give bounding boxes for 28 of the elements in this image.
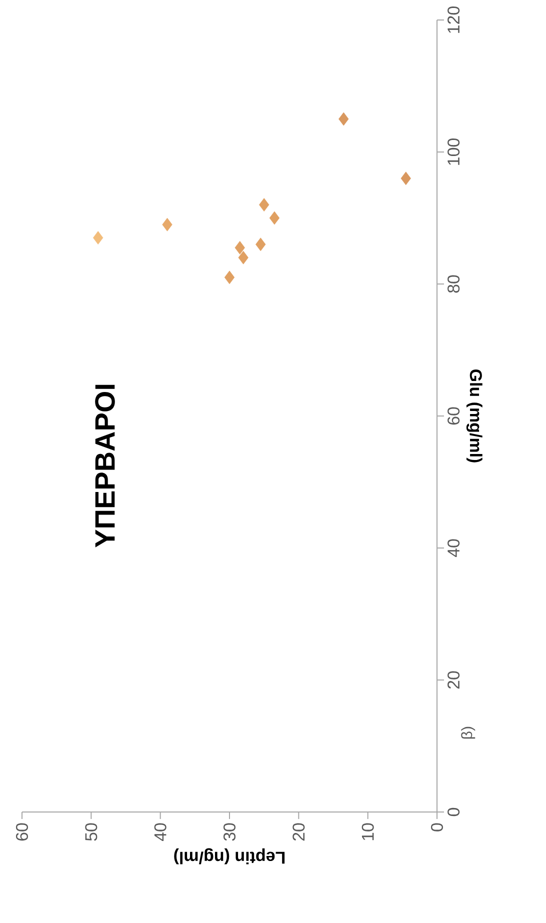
- y-tick-label: 100: [448, 138, 460, 165]
- text: β): [461, 726, 476, 739]
- x-tick-label: 50: [85, 823, 98, 841]
- x-tick-label: 30: [223, 823, 236, 841]
- point: [238, 250, 248, 264]
- x-tick-label: 0: [430, 823, 444, 832]
- point: [234, 240, 245, 254]
- point: [224, 270, 235, 284]
- point: [93, 231, 104, 244]
- text: ΥΠΕΡΒΑΡΟΙ: [95, 384, 115, 548]
- point: [259, 198, 270, 212]
- y-tick-label: 80: [448, 275, 460, 293]
- y-tick-label: 60: [448, 407, 460, 425]
- point: [162, 218, 172, 232]
- y-tick-label: 0: [448, 808, 460, 816]
- point: [338, 112, 349, 126]
- point: [256, 238, 266, 252]
- y-tick-label: 120: [448, 6, 460, 33]
- x-tick-label: 40: [154, 823, 166, 842]
- y-tick-label: 40: [448, 539, 460, 558]
- x-tick-label: 60: [16, 823, 28, 841]
- x-tick-label: 10: [362, 823, 374, 840]
- x-tick-label: 20: [292, 823, 305, 841]
- y-axis-title: Glu (mg/ml): [466, 369, 482, 462]
- point: [400, 172, 411, 186]
- y-tick-label: 20: [448, 671, 460, 689]
- x-axis-title: Leptin (ng/ml): [174, 848, 285, 864]
- point: [269, 211, 280, 225]
